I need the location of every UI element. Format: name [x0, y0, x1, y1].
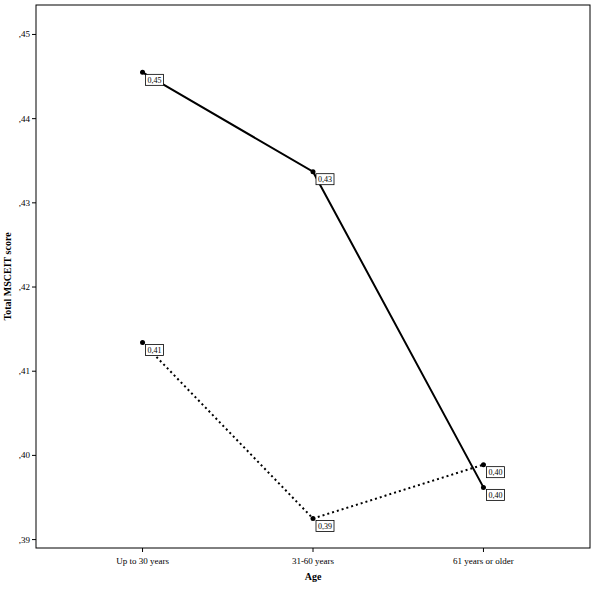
x-tick-label: Up to 30 years [116, 556, 169, 566]
y-tick-label: ,45 [19, 29, 31, 39]
series-line [143, 72, 484, 487]
series-marker [311, 516, 316, 521]
x-tick [313, 548, 314, 552]
y-tick [32, 34, 36, 35]
data-label: 0,40 [488, 468, 502, 477]
y-tick-label: ,43 [19, 198, 31, 208]
x-axis-title: Age [305, 571, 322, 582]
y-tick [32, 118, 36, 119]
x-tick [142, 548, 143, 552]
x-tick-label: 61 years or older [453, 556, 514, 566]
x-tick-label: 31-60 years [292, 556, 335, 566]
data-label-box [316, 174, 334, 185]
x-tick [483, 548, 484, 552]
y-tick-label: ,40 [19, 450, 31, 460]
data-label: 0,40 [488, 491, 502, 500]
data-label-box [146, 345, 164, 356]
y-tick [32, 287, 36, 288]
data-label-box [486, 467, 504, 478]
data-labels: 0,45 0,43 0,40 0,41 0,39 0,40 [146, 74, 505, 531]
data-label: 0,39 [318, 522, 332, 531]
chart-container: ,39 ,40 ,41 ,42 ,43 ,44 ,45 Up to 30 years 31-60… [0, 0, 598, 600]
plot-area [140, 70, 486, 521]
y-axis-title: Total MSCEIT score [2, 232, 13, 321]
y-tick-label: ,44 [19, 114, 31, 124]
series-marker [140, 70, 145, 75]
y-tick [32, 371, 36, 372]
y-tick-label: ,39 [19, 535, 31, 545]
series-marker [140, 340, 145, 345]
y-tick-label: ,41 [19, 366, 30, 376]
data-label: 0,45 [148, 76, 162, 85]
data-label: 0,43 [318, 175, 332, 184]
series-marker [481, 485, 486, 490]
y-tick-label: ,42 [19, 282, 30, 292]
data-label-box [316, 521, 334, 532]
y-tick [32, 202, 36, 203]
chart-svg: ,39 ,40 ,41 ,42 ,43 ,44 ,45 Up to 30 years 31-60… [0, 0, 598, 600]
data-label-box [486, 489, 504, 500]
series-line [143, 343, 484, 519]
y-tick [32, 455, 36, 456]
data-label-box [146, 74, 164, 85]
y-tick [32, 539, 36, 540]
series-marker [481, 462, 486, 467]
series-marker [311, 169, 316, 174]
plot-frame [36, 5, 590, 548]
data-label: 0,41 [148, 346, 162, 355]
